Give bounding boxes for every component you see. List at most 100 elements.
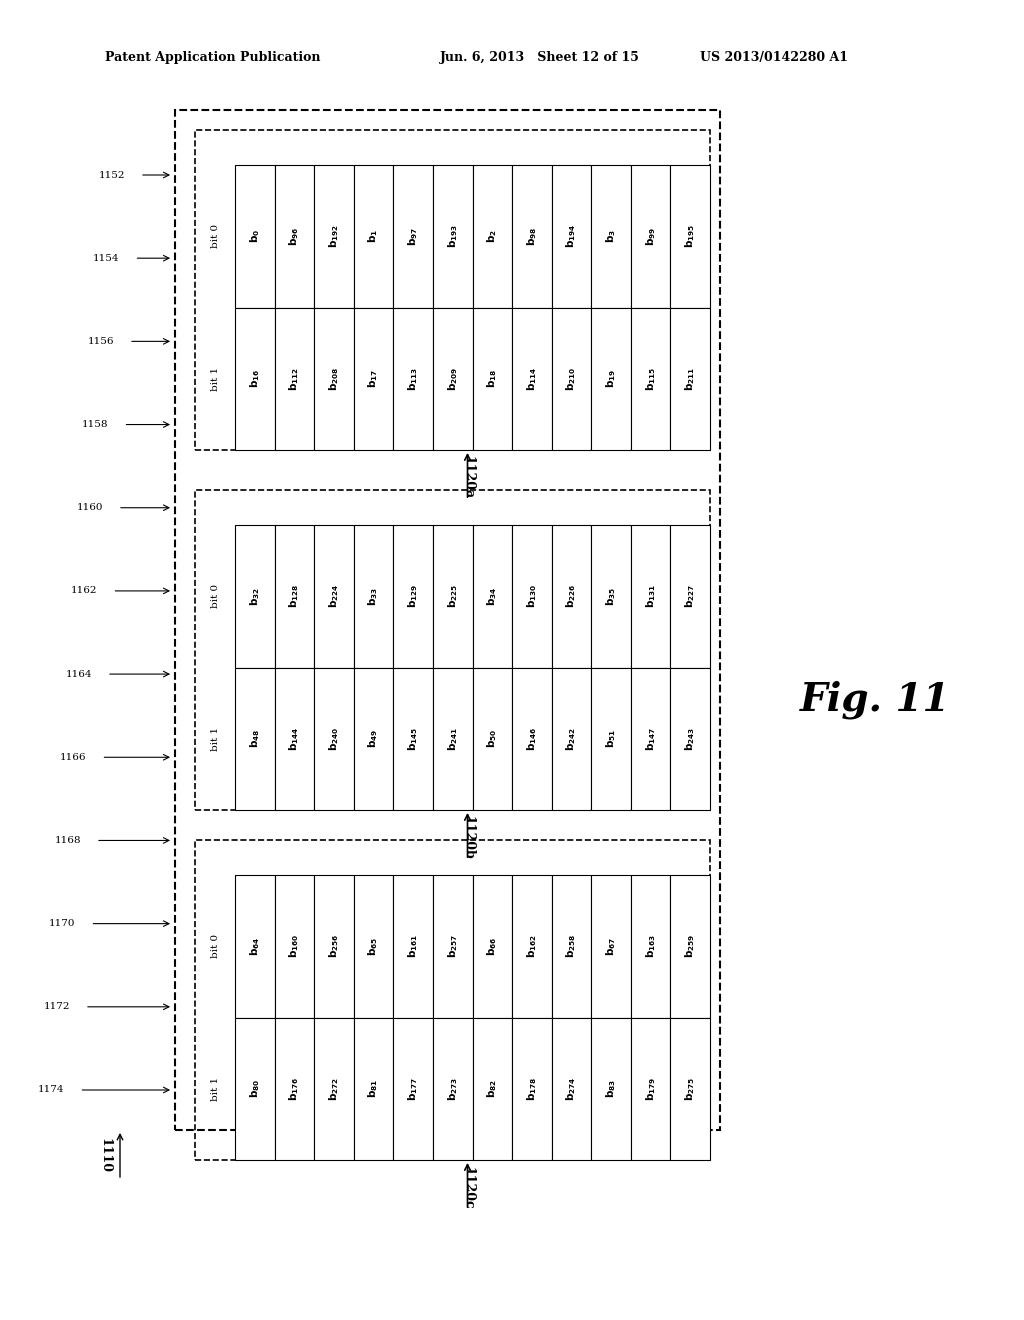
Text: $\mathbf{b_{51}}$: $\mathbf{b_{51}}$ bbox=[604, 729, 617, 748]
Text: 1158: 1158 bbox=[82, 420, 109, 429]
FancyBboxPatch shape bbox=[631, 525, 671, 668]
Text: $\mathbf{b_{50}}$: $\mathbf{b_{50}}$ bbox=[485, 729, 499, 748]
Text: $\mathbf{b_{240}}$: $\mathbf{b_{240}}$ bbox=[327, 726, 341, 751]
FancyBboxPatch shape bbox=[512, 668, 552, 810]
FancyBboxPatch shape bbox=[234, 165, 274, 308]
Text: $\mathbf{b_{99}}$: $\mathbf{b_{99}}$ bbox=[644, 227, 657, 246]
Text: $\mathbf{b_{227}}$: $\mathbf{b_{227}}$ bbox=[683, 585, 697, 609]
FancyBboxPatch shape bbox=[631, 308, 671, 450]
Text: 1120c: 1120c bbox=[461, 1167, 474, 1209]
Text: $\mathbf{b_{274}}$: $\mathbf{b_{274}}$ bbox=[564, 1077, 579, 1101]
FancyBboxPatch shape bbox=[472, 1018, 512, 1160]
Text: $\mathbf{b_3}$: $\mathbf{b_3}$ bbox=[604, 230, 617, 243]
Text: $\mathbf{b_{194}}$: $\mathbf{b_{194}}$ bbox=[564, 224, 579, 248]
Text: $\mathbf{b_{65}}$: $\mathbf{b_{65}}$ bbox=[367, 937, 381, 956]
Text: $\mathbf{b_{226}}$: $\mathbf{b_{226}}$ bbox=[564, 583, 579, 609]
FancyBboxPatch shape bbox=[234, 875, 274, 1018]
FancyBboxPatch shape bbox=[234, 1018, 274, 1160]
FancyBboxPatch shape bbox=[234, 525, 274, 668]
Text: Jun. 6, 2013   Sheet 12 of 15: Jun. 6, 2013 Sheet 12 of 15 bbox=[440, 51, 640, 65]
FancyBboxPatch shape bbox=[393, 308, 433, 450]
Text: $\mathbf{b_{131}}$: $\mathbf{b_{131}}$ bbox=[644, 585, 657, 609]
FancyBboxPatch shape bbox=[671, 525, 710, 668]
Text: 1110: 1110 bbox=[98, 1138, 112, 1172]
Text: $\mathbf{b_{193}}$: $\mathbf{b_{193}}$ bbox=[445, 224, 460, 248]
Text: $\mathbf{b_{272}}$: $\mathbf{b_{272}}$ bbox=[327, 1077, 341, 1101]
Text: $\mathbf{b_1}$: $\mathbf{b_1}$ bbox=[367, 230, 381, 243]
FancyBboxPatch shape bbox=[353, 1018, 393, 1160]
FancyBboxPatch shape bbox=[274, 165, 314, 308]
Text: 1164: 1164 bbox=[66, 669, 92, 678]
Text: $\mathbf{b_{83}}$: $\mathbf{b_{83}}$ bbox=[604, 1080, 617, 1098]
FancyBboxPatch shape bbox=[393, 165, 433, 308]
Text: $\mathbf{b_{210}}$: $\mathbf{b_{210}}$ bbox=[564, 367, 579, 391]
Text: $\mathbf{b_{224}}$: $\mathbf{b_{224}}$ bbox=[327, 583, 341, 609]
Text: 1174: 1174 bbox=[38, 1085, 65, 1094]
FancyBboxPatch shape bbox=[433, 308, 472, 450]
FancyBboxPatch shape bbox=[512, 875, 552, 1018]
Text: bit 1: bit 1 bbox=[211, 727, 219, 751]
FancyBboxPatch shape bbox=[472, 875, 512, 1018]
FancyBboxPatch shape bbox=[234, 308, 274, 450]
Text: $\mathbf{b_{208}}$: $\mathbf{b_{208}}$ bbox=[327, 367, 341, 391]
Text: 1172: 1172 bbox=[43, 1002, 70, 1011]
Text: 1166: 1166 bbox=[60, 752, 86, 762]
Text: $\mathbf{b_{67}}$: $\mathbf{b_{67}}$ bbox=[604, 937, 617, 956]
FancyBboxPatch shape bbox=[353, 165, 393, 308]
Text: 1156: 1156 bbox=[87, 337, 114, 346]
Text: $\mathbf{b_{81}}$: $\mathbf{b_{81}}$ bbox=[367, 1080, 381, 1098]
FancyBboxPatch shape bbox=[512, 525, 552, 668]
Text: $\mathbf{b_{48}}$: $\mathbf{b_{48}}$ bbox=[248, 729, 262, 748]
Text: Fig. 11: Fig. 11 bbox=[800, 681, 950, 719]
FancyBboxPatch shape bbox=[472, 165, 512, 308]
FancyBboxPatch shape bbox=[433, 165, 472, 308]
FancyBboxPatch shape bbox=[591, 165, 631, 308]
Text: $\mathbf{b_{35}}$: $\mathbf{b_{35}}$ bbox=[604, 586, 617, 606]
Text: $\mathbf{b_{179}}$: $\mathbf{b_{179}}$ bbox=[644, 1077, 657, 1101]
FancyBboxPatch shape bbox=[433, 1018, 472, 1160]
Text: $\mathbf{b_2}$: $\mathbf{b_2}$ bbox=[485, 230, 499, 243]
FancyBboxPatch shape bbox=[591, 525, 631, 668]
Text: $\mathbf{b_{64}}$: $\mathbf{b_{64}}$ bbox=[248, 937, 262, 956]
FancyBboxPatch shape bbox=[353, 308, 393, 450]
FancyBboxPatch shape bbox=[552, 1018, 591, 1160]
Text: $\mathbf{b_{209}}$: $\mathbf{b_{209}}$ bbox=[445, 367, 460, 391]
Text: $\mathbf{b_{162}}$: $\mathbf{b_{162}}$ bbox=[525, 935, 539, 958]
Text: bit 1: bit 1 bbox=[211, 1077, 219, 1101]
Text: $\mathbf{b_{176}}$: $\mathbf{b_{176}}$ bbox=[288, 1077, 301, 1101]
FancyBboxPatch shape bbox=[552, 165, 591, 308]
FancyBboxPatch shape bbox=[671, 165, 710, 308]
FancyBboxPatch shape bbox=[393, 525, 433, 668]
Text: $\mathbf{b_{128}}$: $\mathbf{b_{128}}$ bbox=[288, 583, 301, 609]
FancyBboxPatch shape bbox=[314, 1018, 353, 1160]
Text: $\mathbf{b_0}$: $\mathbf{b_0}$ bbox=[248, 230, 262, 243]
FancyBboxPatch shape bbox=[512, 308, 552, 450]
Text: $\mathbf{b_{17}}$: $\mathbf{b_{17}}$ bbox=[367, 370, 381, 388]
Text: $\mathbf{b_{259}}$: $\mathbf{b_{259}}$ bbox=[683, 935, 697, 958]
FancyBboxPatch shape bbox=[671, 308, 710, 450]
FancyBboxPatch shape bbox=[591, 1018, 631, 1160]
FancyBboxPatch shape bbox=[552, 308, 591, 450]
FancyBboxPatch shape bbox=[433, 525, 472, 668]
Text: $\mathbf{b_{144}}$: $\mathbf{b_{144}}$ bbox=[288, 726, 301, 751]
FancyBboxPatch shape bbox=[472, 525, 512, 668]
Text: $\mathbf{b_{98}}$: $\mathbf{b_{98}}$ bbox=[525, 227, 539, 246]
FancyBboxPatch shape bbox=[353, 668, 393, 810]
FancyBboxPatch shape bbox=[274, 875, 314, 1018]
Text: $\mathbf{b_{242}}$: $\mathbf{b_{242}}$ bbox=[564, 727, 579, 751]
Text: 1170: 1170 bbox=[49, 919, 76, 928]
FancyBboxPatch shape bbox=[353, 525, 393, 668]
FancyBboxPatch shape bbox=[353, 875, 393, 1018]
Text: $\mathbf{b_{256}}$: $\mathbf{b_{256}}$ bbox=[327, 935, 341, 958]
Text: $\mathbf{b_{258}}$: $\mathbf{b_{258}}$ bbox=[564, 935, 579, 958]
FancyBboxPatch shape bbox=[314, 525, 353, 668]
Text: $\mathbf{b_{211}}$: $\mathbf{b_{211}}$ bbox=[683, 367, 697, 391]
Text: $\mathbf{b_{192}}$: $\mathbf{b_{192}}$ bbox=[327, 224, 341, 248]
Text: $\mathbf{b_{178}}$: $\mathbf{b_{178}}$ bbox=[525, 1077, 539, 1101]
Text: $\mathbf{b_{241}}$: $\mathbf{b_{241}}$ bbox=[445, 727, 460, 751]
FancyBboxPatch shape bbox=[631, 668, 671, 810]
Text: $\mathbf{b_{145}}$: $\mathbf{b_{145}}$ bbox=[407, 726, 420, 751]
FancyBboxPatch shape bbox=[631, 875, 671, 1018]
Text: US 2013/0142280 A1: US 2013/0142280 A1 bbox=[700, 51, 848, 65]
FancyBboxPatch shape bbox=[274, 308, 314, 450]
